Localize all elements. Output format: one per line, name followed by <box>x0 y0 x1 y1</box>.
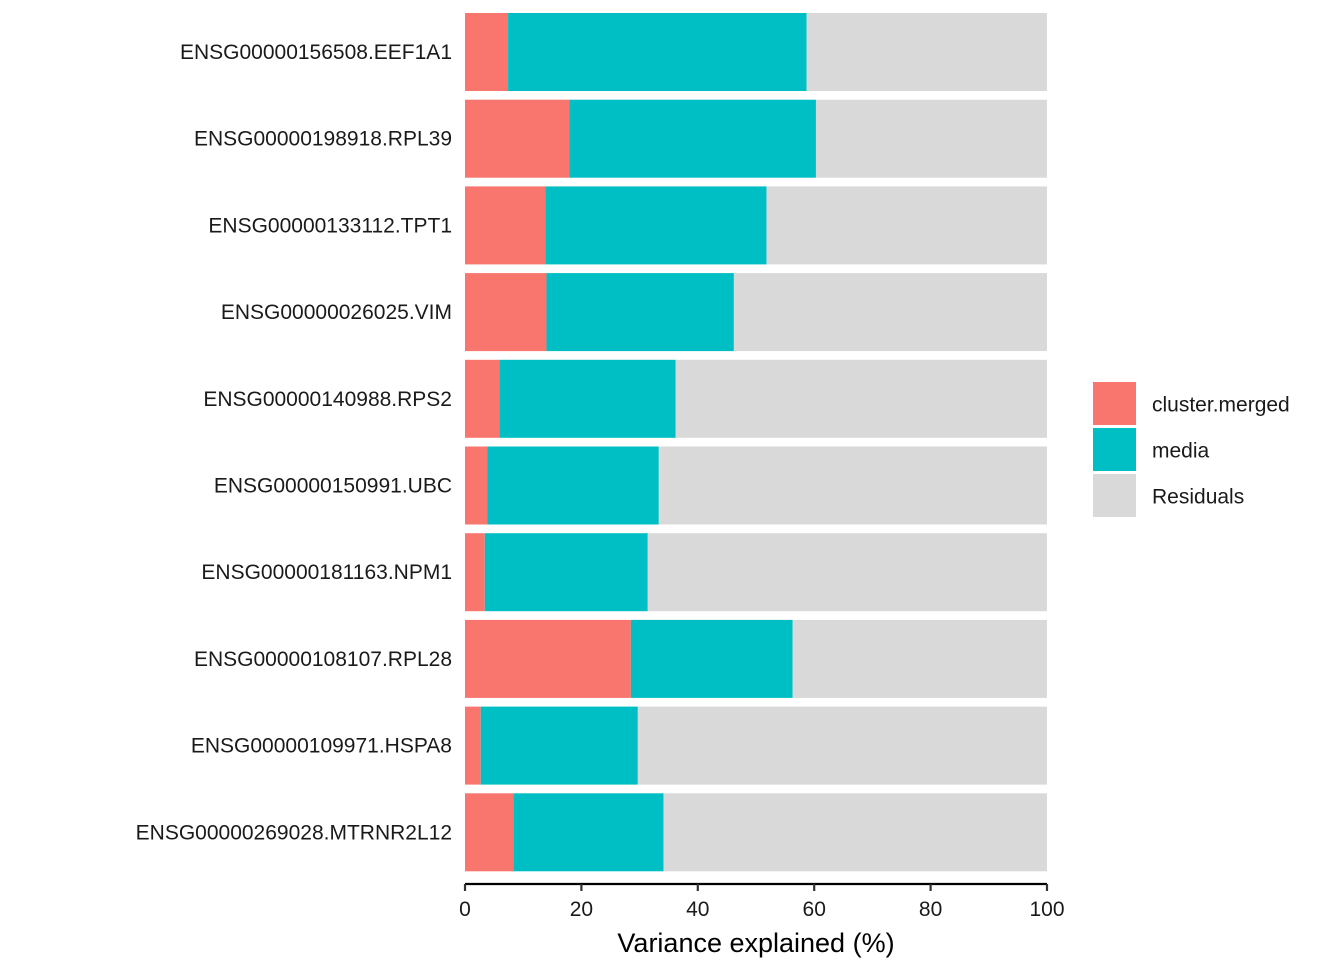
bar-residuals-4 <box>675 359 1047 438</box>
y-tick-label: ENSG00000269028.MTRNR2L12 <box>136 821 452 844</box>
bar-residuals-8 <box>637 706 1047 785</box>
bar-cluster-merged-0 <box>465 13 509 91</box>
bar-residuals-9 <box>663 793 1047 872</box>
x-tick-label: 0 <box>459 898 471 921</box>
bar-residuals-2 <box>766 186 1047 265</box>
bar-media-1 <box>569 99 816 178</box>
bar-media-4 <box>499 359 676 438</box>
bar-residuals-5 <box>658 446 1047 525</box>
y-tick-label: ENSG00000140988.RPS2 <box>203 388 452 411</box>
legend-key-residuals <box>1093 474 1136 517</box>
y-tick-label: ENSG00000133112.TPT1 <box>208 214 452 237</box>
bar-cluster-merged-5 <box>465 446 488 525</box>
bar-media-0 <box>508 13 807 91</box>
bar-residuals-3 <box>733 273 1047 352</box>
y-tick-label: ENSG00000109971.HSPA8 <box>191 735 452 758</box>
y-tick-label: ENSG00000198918.RPL39 <box>194 128 452 151</box>
x-tick-label: 40 <box>686 898 709 921</box>
bar-cluster-merged-7 <box>465 619 631 698</box>
legend: cluster.merged media Residuals <box>1093 382 1290 517</box>
bar-cluster-merged-1 <box>465 99 570 178</box>
bar-media-7 <box>630 619 793 698</box>
legend-key-cluster-merged <box>1093 382 1136 425</box>
x-tick-label: 60 <box>803 898 826 921</box>
bar-residuals-0 <box>806 13 1047 91</box>
bar-cluster-merged-6 <box>465 533 485 612</box>
bar-media-8 <box>480 706 638 785</box>
bar-media-9 <box>513 793 664 872</box>
bar-cluster-merged-3 <box>465 273 547 352</box>
bar-cluster-merged-2 <box>465 186 546 265</box>
y-axis: ENSG00000156508.EEF1A1 ENSG00000198918.RP… <box>136 41 452 844</box>
y-tick-label: ENSG00000026025.VIM <box>221 301 452 324</box>
legend-label: Residuals <box>1152 486 1244 509</box>
bar-media-3 <box>546 273 734 352</box>
x-axis: 0 20 40 60 80 100 <box>459 882 1065 921</box>
y-tick-label: ENSG00000150991.UBC <box>214 475 452 498</box>
y-tick-label: ENSG00000181163.NPM1 <box>201 561 452 584</box>
bar-media-6 <box>484 533 648 612</box>
y-tick-label: ENSG00000156508.EEF1A1 <box>180 41 452 64</box>
bar-media-2 <box>545 186 767 265</box>
bar-residuals-7 <box>792 619 1047 698</box>
bar-cluster-merged-4 <box>465 359 500 438</box>
x-tick-label: 100 <box>1029 898 1064 921</box>
x-tick-label: 20 <box>570 898 593 921</box>
bar-cluster-merged-8 <box>465 706 481 785</box>
legend-key-media <box>1093 428 1136 471</box>
bar-cluster-merged-9 <box>465 793 514 872</box>
bar-residuals-6 <box>647 533 1047 612</box>
bar-media-5 <box>487 446 659 525</box>
y-tick-label: ENSG00000108107.RPL28 <box>194 648 452 671</box>
x-tick-label: 80 <box>919 898 942 921</box>
x-axis-title: Variance explained (%) <box>617 928 894 958</box>
legend-label: cluster.merged <box>1152 394 1290 417</box>
bar-residuals-1 <box>815 99 1047 178</box>
bars-layer <box>465 13 1047 872</box>
legend-label: media <box>1152 440 1210 463</box>
